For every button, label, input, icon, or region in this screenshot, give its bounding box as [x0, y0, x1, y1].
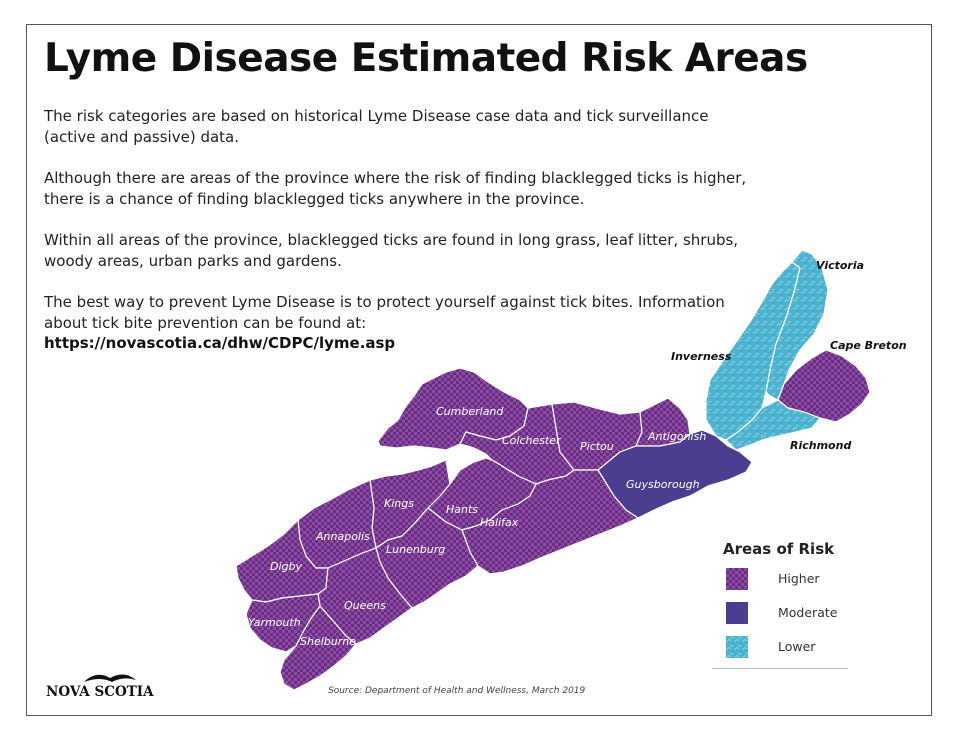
county-halifax — [461, 469, 639, 575]
label-queens: Queens — [344, 599, 386, 612]
legend-swatch-moderate — [726, 602, 748, 624]
legend-item-lower: Lower — [726, 636, 846, 658]
label-richmond: Richmond — [790, 439, 851, 452]
logo-bird-icon — [84, 674, 136, 682]
label-hants: Hants — [446, 503, 478, 516]
source-note: Source: Department of Health and Wellnes… — [328, 686, 586, 696]
label-pictou: Pictou — [580, 440, 614, 453]
intro-paragraph-3: Within all areas of the province, blackl… — [44, 231, 739, 270]
county-guysborough — [597, 429, 753, 519]
legend-swatch-higher — [726, 568, 748, 590]
page-title: Lyme Disease Estimated Risk Areas — [44, 36, 808, 81]
legend-item-higher: Higher — [726, 568, 846, 590]
legend-label-higher: Higher — [778, 571, 820, 586]
legend-title: Areas of Risk — [723, 540, 835, 558]
label-kings: Kings — [384, 497, 414, 510]
intro-paragraph-1: The risk categories are based on histori… — [44, 107, 709, 146]
label-digby: Digby — [270, 560, 302, 573]
legend: Areas of Risk Higher Moderate — [712, 532, 848, 669]
label-cape-breton: Cape Breton — [830, 339, 907, 352]
intro-paragraph-4-text: The best way to prevent Lyme Disease is … — [44, 293, 725, 332]
label-annapolis: Annapolis — [315, 530, 370, 543]
legend-item-moderate: Moderate — [726, 602, 846, 624]
label-guysborough: Guysborough — [626, 478, 700, 491]
label-inverness: Inverness — [671, 350, 732, 363]
intro-paragraph-2: Although there are areas of the province… — [44, 169, 747, 208]
logo-text: NOVA SCOTIA — [46, 684, 154, 700]
label-lunenburg: Lunenburg — [386, 543, 445, 556]
intro-text: The risk categories are based on histori… — [44, 106, 764, 375]
county-richmond — [725, 399, 821, 451]
county-cumberland — [377, 367, 529, 451]
county-shelburne — [279, 605, 357, 691]
page-frame — [26, 24, 932, 716]
label-victoria: Victoria — [816, 259, 864, 272]
legend-label-moderate: Moderate — [778, 605, 838, 620]
nova-scotia-logo: NOVA SCOTIA — [46, 668, 166, 704]
label-yarmouth: Yarmouth — [248, 616, 301, 629]
label-shelburne: Shelburne — [300, 635, 356, 648]
legend-swatch-lower — [726, 636, 748, 658]
label-colchester: Colchester — [502, 434, 562, 447]
label-halifax: Halifax — [480, 516, 519, 529]
prevention-link[interactable]: https://novascotia.ca/dhw/CDPC/lyme.asp — [44, 334, 396, 352]
label-antigonish: Antigonish — [647, 430, 706, 443]
label-cumberland: Cumberland — [436, 405, 504, 418]
intro-paragraph-4: The best way to prevent Lyme Disease is … — [44, 292, 764, 354]
legend-label-lower: Lower — [778, 639, 816, 654]
